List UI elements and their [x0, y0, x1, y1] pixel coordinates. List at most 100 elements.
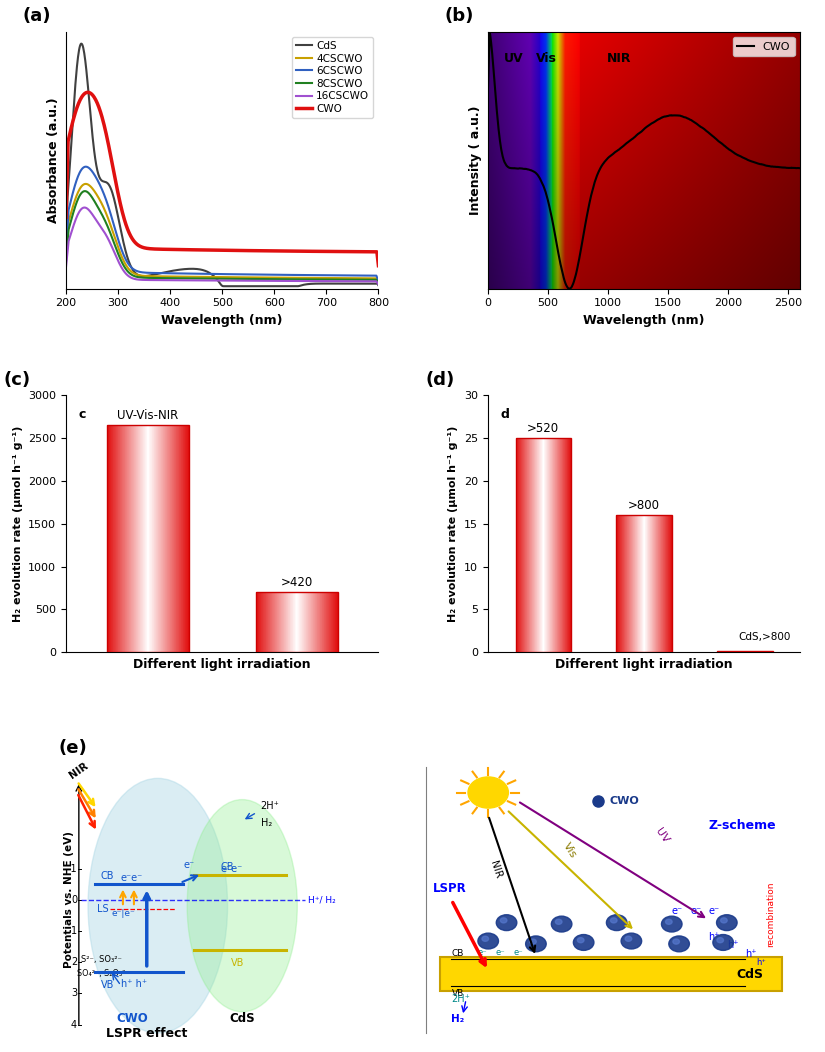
Text: -1: -1	[68, 864, 77, 874]
Text: 0: 0	[71, 895, 77, 905]
Text: CWO: CWO	[610, 796, 639, 806]
X-axis label: Wavelength (nm): Wavelength (nm)	[583, 315, 705, 327]
Text: CdS,>800: CdS,>800	[738, 632, 791, 642]
6CSCWO	[374, 275, 384, 287]
Circle shape	[713, 934, 733, 950]
Text: CB: CB	[451, 949, 464, 958]
6CSCWO	[142, 266, 152, 279]
16CSCWO	[61, 261, 71, 274]
CdS	[374, 279, 384, 291]
4CSCWO	[61, 251, 71, 264]
Circle shape	[526, 936, 546, 952]
Line: 4CSCWO: 4CSCWO	[66, 184, 379, 283]
4CSCWO	[246, 271, 256, 284]
16CSCWO	[271, 275, 281, 287]
6CSCWO	[81, 160, 91, 173]
Text: H⁺/ H₂: H⁺/ H₂	[309, 895, 336, 905]
6CSCWO	[271, 268, 281, 281]
Ellipse shape	[187, 800, 297, 1012]
Text: e⁻: e⁻	[514, 948, 524, 957]
Circle shape	[555, 919, 562, 925]
Line: CWO: CWO	[66, 93, 379, 266]
Text: (b): (b)	[444, 7, 474, 25]
CWO	[61, 211, 71, 224]
Circle shape	[625, 936, 632, 942]
16CSCWO	[142, 274, 152, 286]
16CSCWO	[297, 275, 307, 287]
6CSCWO	[61, 246, 71, 259]
4CSCWO	[81, 178, 91, 190]
8CSCWO	[80, 185, 90, 198]
Text: e⁻: e⁻	[477, 948, 487, 957]
Text: >420: >420	[280, 576, 313, 589]
Bar	[256, 592, 337, 652]
Text: CB: CB	[101, 871, 115, 882]
Text: 3: 3	[71, 989, 77, 998]
Text: NIR: NIR	[606, 53, 631, 65]
Text: e⁻: e⁻	[183, 861, 195, 870]
Text: >520: >520	[527, 422, 559, 434]
6CSCWO	[117, 244, 127, 257]
Text: h⁺: h⁺	[757, 958, 766, 967]
CWO	[117, 204, 127, 217]
Legend: CWO: CWO	[733, 37, 794, 56]
Circle shape	[669, 936, 690, 952]
Text: h⁺: h⁺	[727, 940, 738, 950]
CWO	[271, 245, 281, 258]
Text: (d): (d)	[426, 370, 455, 389]
16CSCWO	[246, 275, 256, 287]
Text: LSPR effect: LSPR effect	[106, 1027, 187, 1040]
CdS	[76, 38, 86, 50]
Text: (c): (c)	[3, 370, 31, 389]
4CSCWO	[142, 269, 152, 282]
Line: 6CSCWO: 6CSCWO	[66, 166, 379, 281]
Text: CB: CB	[220, 862, 233, 872]
Circle shape	[662, 916, 682, 932]
CdS	[219, 280, 229, 292]
Text: Vis: Vis	[536, 53, 557, 65]
Y-axis label: H₂ evolution rate (μmol h⁻¹ g⁻¹): H₂ evolution rate (μmol h⁻¹ g⁻¹)	[12, 425, 22, 622]
Bar	[616, 515, 672, 652]
Text: H₂: H₂	[451, 1014, 464, 1024]
Text: 2: 2	[71, 957, 77, 967]
Text: e⁻e⁻: e⁻e⁻	[220, 864, 243, 874]
CdS	[203, 266, 213, 279]
CdS	[271, 280, 281, 292]
Circle shape	[610, 917, 617, 923]
Text: VB: VB	[231, 958, 244, 968]
Circle shape	[497, 915, 516, 931]
Text: e⁻: e⁻	[691, 906, 701, 916]
16CSCWO	[374, 278, 384, 290]
Text: (a): (a)	[22, 7, 51, 25]
Circle shape	[500, 917, 507, 923]
8CSCWO	[374, 277, 384, 289]
8CSCWO	[297, 274, 307, 286]
Text: e⁻: e⁻	[496, 948, 505, 957]
CdS	[142, 269, 152, 282]
CdS	[117, 228, 127, 241]
Text: 2H⁺: 2H⁺	[451, 994, 470, 1004]
Y-axis label: Absorbance (a.u.): Absorbance (a.u.)	[48, 98, 60, 223]
Text: Z-scheme: Z-scheme	[709, 820, 776, 832]
Text: c: c	[78, 408, 86, 421]
CWO	[374, 260, 384, 272]
Text: LS: LS	[97, 905, 109, 914]
Circle shape	[468, 777, 508, 808]
Text: e⁻e⁻: e⁻e⁻	[121, 873, 144, 883]
Text: h⁺ h⁺: h⁺ h⁺	[121, 978, 147, 989]
Text: e⁻|e⁻: e⁻|e⁻	[111, 909, 134, 917]
CWO	[246, 244, 256, 257]
Line: 8CSCWO: 8CSCWO	[66, 191, 379, 283]
16CSCWO	[117, 262, 127, 275]
8CSCWO	[203, 272, 213, 285]
CdS	[246, 280, 256, 292]
Text: recombination: recombination	[766, 882, 776, 947]
Circle shape	[717, 937, 724, 943]
6CSCWO	[246, 268, 256, 281]
Text: UV: UV	[653, 827, 671, 846]
X-axis label: Different light irradiation: Different light irradiation	[134, 658, 311, 671]
6CSCWO	[297, 268, 307, 281]
Ellipse shape	[88, 778, 228, 1033]
Text: d: d	[500, 408, 509, 421]
Y-axis label: Intensity ( a.u.): Intensity ( a.u.)	[469, 105, 483, 215]
